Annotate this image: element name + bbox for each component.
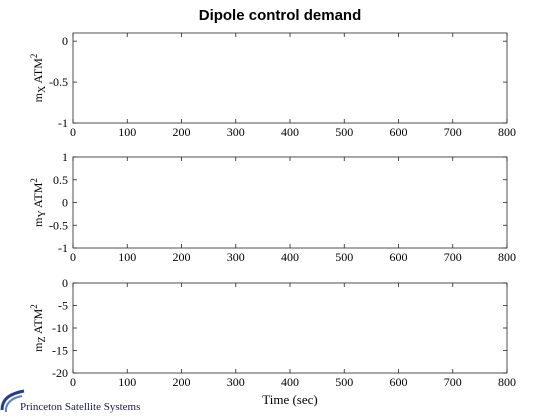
x-tick-label: 0 (70, 375, 76, 389)
y-tick-label: -10 (52, 321, 68, 335)
axes-box (72, 32, 508, 124)
x-tick-label: 500 (335, 375, 353, 389)
subplot-3: 0 100 200 300 400 500 600 700 800 -20 -15 -10 -5 0 mZ … (29, 276, 516, 389)
y-axis-label: mZ ATM2 (29, 304, 48, 352)
x-tick-label: 0 (70, 250, 76, 264)
x-tick-label: 300 (227, 250, 245, 264)
axes-box (72, 156, 508, 249)
y-tick-label: -15 (52, 344, 68, 358)
y-tick-label: -1 (58, 241, 68, 255)
axes-box (72, 282, 508, 374)
y-tick-label: 1 (62, 150, 68, 164)
y-tick-label: 0 (62, 276, 68, 290)
y-tick-label: -1 (58, 116, 68, 130)
x-tick-label: 700 (444, 125, 462, 139)
y-axis-label: mY ATM2 (29, 178, 48, 227)
x-tick-label: 800 (498, 125, 516, 139)
chart-title: Dipole control demand (199, 7, 362, 24)
x-tick-label: 100 (118, 375, 136, 389)
x-tick-label: 700 (444, 375, 462, 389)
x-tick-label: 500 (335, 250, 353, 264)
x-tick-label: 200 (173, 375, 191, 389)
x-tick-label: 100 (118, 125, 136, 139)
y-tick-label: 0.5 (53, 173, 68, 187)
company-logo: Princeton Satellite Systems (0, 389, 140, 413)
x-tick-label: 100 (118, 250, 136, 264)
logo-swoosh-icon (0, 389, 25, 413)
y-axis-label: mX ATM2 (29, 54, 48, 103)
x-tick-label: 0 (70, 125, 76, 139)
y-tick-label: -20 (52, 366, 68, 380)
x-axis-label: Time (sec) (262, 392, 318, 407)
subplot-2: 0 100 200 300 400 500 600 700 800 -1 -0.5 0 0.5 1 mY A… (29, 150, 516, 264)
x-tick-label: 400 (281, 125, 299, 139)
y-tick-label: -5 (58, 299, 68, 313)
x-tick-label: 500 (335, 125, 353, 139)
y-tick-label: -0.5 (49, 75, 68, 89)
y-tick-label: -0.5 (49, 218, 68, 232)
x-tick-label: 300 (227, 375, 245, 389)
y-tick-label: 0 (62, 34, 68, 48)
x-tick-label: 600 (390, 250, 408, 264)
x-tick-label: 300 (227, 125, 245, 139)
x-tick-label: 600 (390, 375, 408, 389)
logo-text: Princeton Satellite Systems (20, 401, 140, 413)
x-tick-label: 700 (444, 250, 462, 264)
x-tick-label: 200 (173, 125, 191, 139)
y-tick-label: 0 (62, 196, 68, 210)
x-tick-label: 800 (498, 375, 516, 389)
x-tick-label: 600 (390, 125, 408, 139)
x-tick-label: 800 (498, 250, 516, 264)
x-tick-label: 200 (173, 250, 191, 264)
x-tick-label: 400 (281, 375, 299, 389)
x-tick-label: 400 (281, 250, 299, 264)
subplot-1: 0 100 200 300 400 500 600 700 800 -1 -0.5 0 mX ATM2 (29, 32, 516, 139)
